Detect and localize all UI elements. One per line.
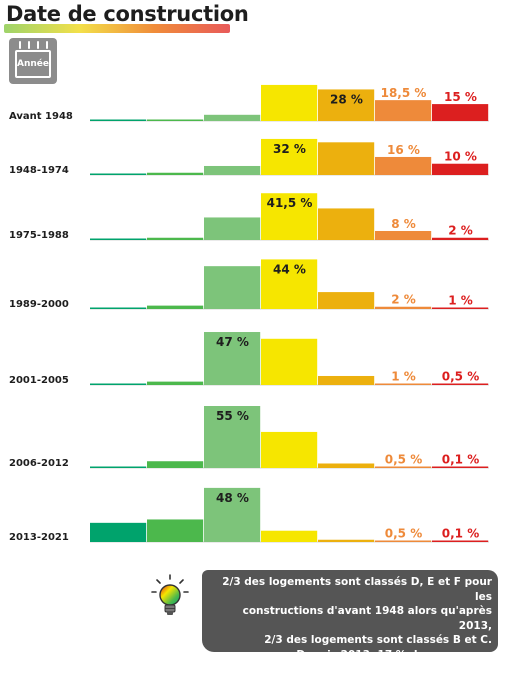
year-icon-label: Année bbox=[17, 59, 49, 69]
bar-D bbox=[261, 259, 318, 309]
bar-G bbox=[432, 383, 489, 385]
data-label: 0,5 % bbox=[442, 370, 479, 384]
data-label: 1 % bbox=[448, 294, 473, 308]
bar-F bbox=[375, 156, 432, 175]
bar-A bbox=[90, 307, 147, 309]
bar-B bbox=[147, 461, 204, 468]
series-label: 1975-1988 bbox=[9, 230, 69, 241]
note-line: 2/3 des logements sont classés B et C. bbox=[264, 634, 492, 646]
series-label: 2001-2005 bbox=[9, 375, 69, 386]
bar-E bbox=[318, 142, 375, 175]
note-box bbox=[202, 570, 498, 652]
bar-A bbox=[90, 173, 147, 175]
bar-F bbox=[375, 306, 432, 309]
series-label: 2013-2021 bbox=[9, 532, 69, 543]
bar-F bbox=[375, 230, 432, 240]
bar-G bbox=[432, 540, 489, 542]
series-label: 2006-2012 bbox=[9, 458, 69, 469]
bar-B bbox=[147, 519, 204, 542]
series-label: 1948-1974 bbox=[9, 165, 69, 176]
bar-F bbox=[375, 383, 432, 385]
bar-B bbox=[147, 119, 204, 121]
series-label: Avant 1948 bbox=[9, 111, 73, 122]
bar-C bbox=[204, 487, 261, 542]
data-label: 1 % bbox=[391, 370, 416, 384]
bar-C bbox=[204, 114, 261, 121]
bar-G bbox=[432, 104, 489, 121]
data-label: 32 % bbox=[273, 142, 306, 156]
data-label: 2 % bbox=[448, 224, 473, 238]
data-label: 44 % bbox=[273, 262, 306, 276]
bar-C bbox=[204, 217, 261, 240]
bar-C bbox=[204, 266, 261, 309]
bar-E bbox=[318, 89, 375, 121]
bar-G bbox=[432, 307, 489, 309]
data-label: 10 % bbox=[444, 150, 477, 164]
bar-C bbox=[204, 332, 261, 385]
bar-D bbox=[261, 530, 318, 542]
note-line: logements sont en classe A. bbox=[325, 663, 492, 675]
chart-title: Date de construction bbox=[6, 2, 249, 26]
bar-chart: Avant 1948 28 % 18,5 % 15 % 1948-1974 32 % 16 … bbox=[9, 84, 489, 543]
data-label: 2 % bbox=[391, 293, 416, 307]
note-line: constructions d'avant 1948 alors qu'aprè… bbox=[242, 605, 492, 632]
bar-F bbox=[375, 540, 432, 542]
bar-D bbox=[261, 338, 318, 385]
series-label: 1989-2000 bbox=[9, 299, 69, 310]
bar-G bbox=[432, 237, 489, 240]
bar-A bbox=[90, 238, 147, 240]
data-label: 16 % bbox=[387, 143, 420, 157]
bar-E bbox=[318, 375, 375, 385]
data-label: 0,5 % bbox=[385, 527, 422, 541]
bar-G bbox=[432, 163, 489, 175]
bar-B bbox=[147, 172, 204, 175]
bar-C bbox=[204, 165, 261, 175]
note-line: 2/3 des logements sont classés D, E et F… bbox=[222, 576, 492, 603]
bar-A bbox=[90, 383, 147, 385]
data-label: 47 % bbox=[216, 335, 249, 349]
bar-B bbox=[147, 305, 204, 309]
bar-A bbox=[90, 522, 147, 542]
data-label: 0,5 % bbox=[385, 453, 422, 467]
data-label: 0,1 % bbox=[442, 453, 479, 467]
bar-E bbox=[318, 292, 375, 309]
bar-A bbox=[90, 119, 147, 121]
data-label: 28 % bbox=[330, 92, 363, 106]
bar-F bbox=[375, 466, 432, 468]
data-label: 18,5 % bbox=[381, 86, 427, 100]
bar-E bbox=[318, 208, 375, 240]
bar-B bbox=[147, 381, 204, 385]
bar-E bbox=[318, 539, 375, 542]
bar-A bbox=[90, 466, 147, 468]
bar-D bbox=[261, 193, 318, 240]
note-line: Depuis 2013, 17 % des nouveaux bbox=[296, 648, 492, 661]
bar-G bbox=[432, 466, 489, 468]
bar-D bbox=[261, 84, 318, 121]
bar-D bbox=[261, 431, 318, 468]
note-text: 2/3 des logements sont classés D, E et F… bbox=[208, 575, 492, 677]
data-label: 8 % bbox=[391, 217, 416, 231]
calendar-icon: Année bbox=[9, 38, 57, 84]
data-label: 48 % bbox=[216, 491, 249, 505]
bar-E bbox=[318, 463, 375, 468]
data-label: 0,1 % bbox=[442, 527, 479, 541]
bar-D bbox=[261, 138, 318, 175]
bar-C bbox=[204, 406, 261, 468]
bar-B bbox=[147, 237, 204, 240]
data-label: 15 % bbox=[444, 90, 477, 104]
lightbulb-icon bbox=[151, 574, 189, 615]
bar-F bbox=[375, 100, 432, 121]
data-label: 41,5 % bbox=[267, 196, 313, 210]
data-label: 55 % bbox=[216, 409, 249, 423]
